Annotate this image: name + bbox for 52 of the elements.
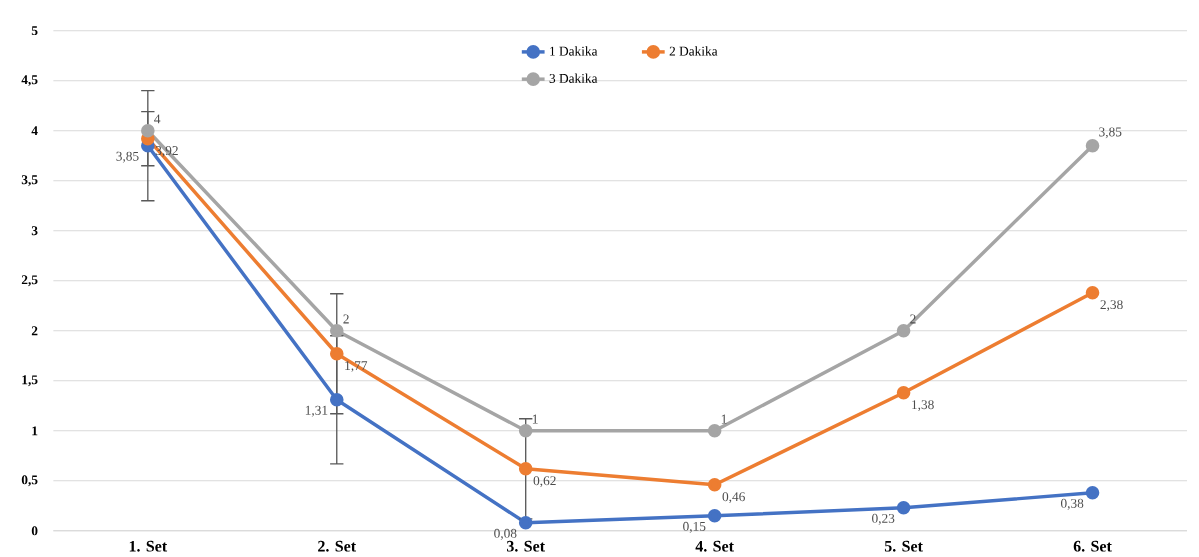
data-label: 1 (721, 414, 727, 424)
point (896, 500, 911, 515)
y-tick-label: 2 (31, 326, 38, 335)
point (896, 323, 911, 338)
point (518, 461, 533, 476)
point (707, 477, 722, 492)
legend-label: 1 Dakika (550, 46, 598, 56)
point (329, 323, 344, 338)
data-label: 1 (532, 414, 538, 424)
data-label: 4 (154, 114, 161, 124)
data-label: 0,38 (1060, 498, 1084, 510)
y-tick-label: 0 (31, 526, 38, 536)
y-tick-label: 5 (31, 25, 38, 35)
data-label: 0,46 (722, 491, 745, 503)
data-label: 3,85 (1099, 127, 1122, 139)
point (707, 423, 722, 438)
data-label: 0,23 (872, 513, 895, 525)
legend-label: 2 Dakika (669, 46, 718, 56)
y-tick-label: 2,5 (21, 275, 38, 286)
x-tick-label: 6. Set (1073, 540, 1112, 552)
data-label: 0,08 (494, 528, 517, 540)
x-tick-label: 1. Set (129, 540, 168, 552)
point (518, 515, 533, 530)
point (896, 385, 911, 400)
y-tick-label: 1 (32, 426, 38, 435)
point (1085, 138, 1100, 153)
x-tick-label: 5. Set (884, 540, 923, 552)
point (141, 123, 155, 138)
data-label: 0,15 (683, 521, 706, 533)
x-tick-label: 3. Set (506, 540, 545, 552)
point (707, 508, 722, 523)
data-label: 2,38 (1100, 299, 1123, 311)
point (1085, 485, 1100, 500)
point (518, 423, 533, 438)
x-tick-label: 2. Set (318, 540, 357, 552)
y-tick-label: 4 (31, 126, 38, 135)
y-tick-label: 0,5 (21, 475, 38, 487)
data-label: 3,85 (116, 151, 139, 163)
point (329, 392, 344, 407)
y-tick-label: 3 (31, 226, 38, 235)
data-label: 1,38 (912, 399, 934, 411)
data-label: 2 (343, 314, 349, 324)
data-label: 2 (910, 314, 916, 324)
legend-label: 3 Dakika (549, 73, 598, 83)
y-tick-label: 4,5 (21, 75, 38, 86)
x-tick-label: 4. Set (695, 540, 734, 552)
y-tick-label: 3,5 (21, 175, 38, 186)
data-label: 1,31 (305, 405, 328, 417)
point (1085, 285, 1100, 300)
y-tick-label: 1,5 (22, 375, 38, 386)
point (329, 346, 344, 361)
data-label: 0,62 (533, 475, 556, 487)
